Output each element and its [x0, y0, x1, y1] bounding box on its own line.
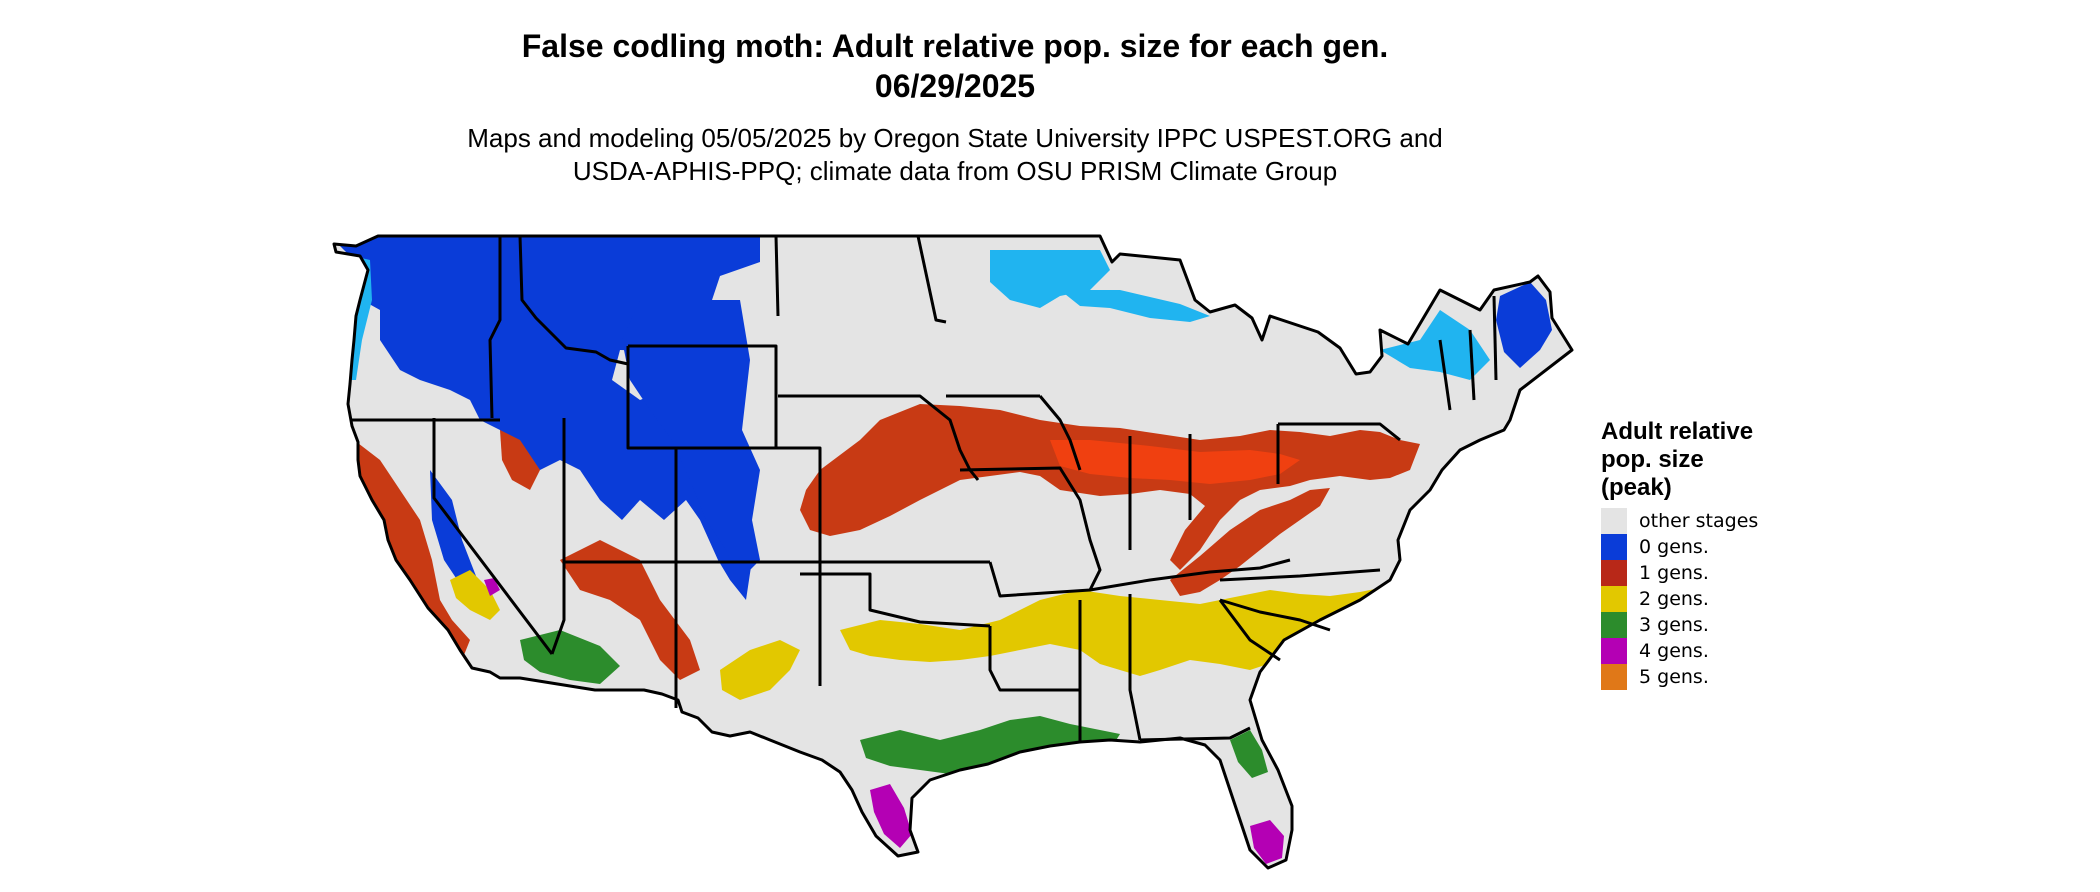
four-gens-region-texas: [870, 784, 912, 848]
border-ne-ks: [778, 394, 980, 481]
legend-swatch: [1601, 612, 1627, 638]
four-gens-region-arizona: [484, 578, 500, 596]
border-ga-fl: [1139, 726, 1251, 742]
border-mt-nd: [774, 235, 780, 317]
one-gen-region-west: [354, 440, 470, 660]
border-ar-la: [988, 626, 1080, 692]
legend-item-4-gens: 4 gens.: [1601, 638, 1758, 664]
legend-title-line-3: (peak): [1601, 474, 1672, 501]
subtitle-line-2: USDA-APHIS-PPQ; climate data from OSU PR…: [572, 156, 1338, 186]
legend-swatch: [1601, 508, 1627, 534]
border-tn-ky: [1089, 558, 1291, 592]
border-co: [676, 446, 822, 562]
border-pa-ny: [1278, 422, 1401, 442]
border-va-nc: [1219, 568, 1381, 582]
state-borders: [332, 234, 1574, 870]
legend-item-5-gens: 5 gens.: [1601, 664, 1758, 690]
five-gens-region-florida-keys: [1252, 872, 1266, 884]
map-title: False codling moth: Adult relative pop. …: [0, 26, 1910, 106]
legend-swatch: [1601, 586, 1627, 612]
zero-gens-region-maine: [1496, 282, 1552, 368]
legend-label: 5 gens.: [1639, 666, 1709, 688]
one-gen-region-appalachia: [1170, 488, 1330, 596]
border-nv-ut-south: [550, 562, 566, 655]
legend-item-other-stages: other stages: [1601, 508, 1758, 534]
legend-item-0-gens: 0 gens.: [1601, 534, 1758, 560]
border-id-mt: [500, 234, 629, 366]
map-subtitle: Maps and modeling 05/05/2025 by Oregon S…: [0, 122, 1910, 188]
light-blue-region-great-lakes: [990, 250, 1110, 308]
legend: Adult relative pop. size (peak) other st…: [1601, 418, 1758, 690]
border-sc-ga: [1218, 599, 1281, 662]
border-ny-vt: [1438, 339, 1452, 411]
legend-swatch: [1601, 534, 1627, 560]
border-nc-sc: [1219, 598, 1331, 632]
zero-gens-region-sierra: [430, 470, 476, 590]
legend-swatch: [1601, 664, 1627, 690]
title-date: 06/29/2025: [874, 68, 1036, 104]
light-blue-region-northeast: [1380, 310, 1490, 380]
legend-label: other stages: [1639, 510, 1759, 532]
legend-label: 3 gens.: [1639, 614, 1709, 636]
legend-title: Adult relative pop. size (peak): [1601, 418, 1758, 502]
legend-item-1-gens: 1 gens.: [1601, 560, 1758, 586]
border-al-ga: [1128, 594, 1142, 741]
two-gens-region-arizona: [450, 570, 500, 620]
us-map: [332, 234, 1574, 884]
border-nv-ca: [432, 418, 554, 655]
legend-item-3-gens: 3 gens.: [1601, 612, 1758, 638]
legend-items: other stages 0 gens. 1 gens. 2 gens. 3 g…: [1601, 508, 1758, 690]
four-gens-region-florida: [1250, 820, 1284, 864]
three-gens-region-gulf: [860, 716, 1120, 774]
three-gens-region-florida: [1230, 730, 1268, 778]
legend-label: 2 gens.: [1639, 588, 1709, 610]
one-gen-region-midwest: [800, 404, 1420, 570]
border-ut: [562, 418, 678, 564]
legend-item-2-gens: 2 gens.: [1601, 586, 1758, 612]
border-nh-me: [1492, 295, 1498, 381]
one-gen-region-utah: [500, 430, 540, 490]
legend-swatch: [1601, 638, 1627, 664]
one-gen-region-southwest: [560, 540, 700, 680]
legend-label: 0 gens.: [1639, 536, 1709, 558]
legend-title-line-1: Adult relative: [1601, 418, 1754, 445]
two-gens-region-southwest: [720, 640, 800, 700]
one-gen-region-ohio-valley: [1050, 440, 1300, 484]
subtitle-line-1: Maps and modeling 05/05/2025 by Oregon S…: [467, 123, 1443, 153]
border-nd-mn: [916, 235, 947, 324]
legend-label: 1 gens.: [1639, 562, 1709, 584]
border-wi-il: [1038, 395, 1082, 471]
zero-gens-region-colorado: [622, 300, 760, 580]
border-ok-tx: [800, 572, 991, 628]
legend-label: 4 gens.: [1639, 640, 1709, 662]
light-blue-region-michigan: [1060, 290, 1210, 322]
title-line-1: False codling moth: Adult relative pop. …: [521, 28, 1389, 64]
legend-swatch: [1601, 560, 1627, 586]
border-wa-id: [488, 236, 502, 419]
legend-title-line-2: pop. size: [1601, 446, 1704, 473]
border-mo: [959, 466, 1102, 598]
border-vt-nh: [1468, 329, 1476, 401]
